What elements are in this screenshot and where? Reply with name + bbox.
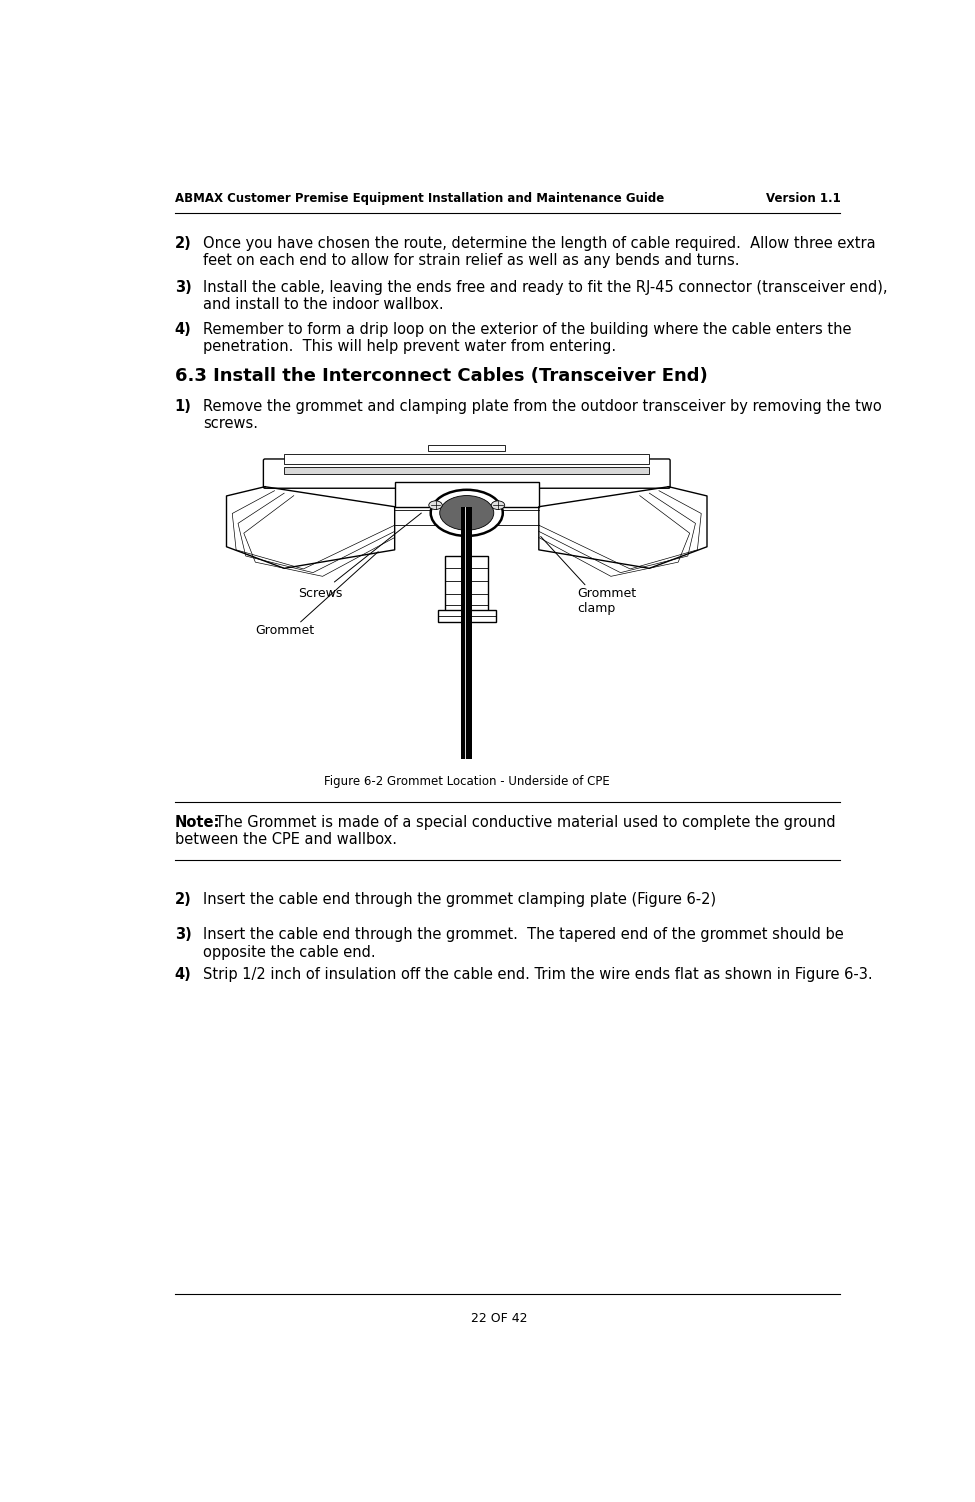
Polygon shape (539, 487, 707, 568)
Text: Once you have chosen the route, determine the length of cable required.  Allow t: Once you have chosen the route, determin… (203, 236, 876, 267)
Bar (395, 482, 539, 506)
Text: 3): 3) (175, 279, 191, 294)
Text: Insert the cable end through the grommet.  The tapered end of the grommet should: Insert the cable end through the grommet… (203, 927, 844, 960)
Text: Grommet: Grommet (255, 623, 315, 637)
Text: between the CPE and wallbox.: between the CPE and wallbox. (175, 832, 397, 847)
Text: 22 OF 42: 22 OF 42 (472, 1313, 527, 1325)
Text: 4): 4) (175, 967, 191, 982)
Text: Grommet
clamp: Grommet clamp (577, 587, 637, 614)
Text: 4): 4) (175, 321, 191, 336)
Text: Strip 1/2 inch of insulation off the cable end. Trim the wire ends flat as shown: Strip 1/2 inch of insulation off the cab… (203, 967, 873, 982)
Bar (461, 506, 472, 760)
FancyBboxPatch shape (263, 460, 670, 488)
Text: Version 1.1: Version 1.1 (765, 192, 840, 204)
Bar (446, 556, 488, 620)
Ellipse shape (431, 490, 503, 536)
Text: Install the cable, leaving the ends free and ready to fit the RJ-45 connector (t: Install the cable, leaving the ends free… (203, 279, 888, 312)
Text: 2): 2) (175, 236, 191, 251)
Bar (284, 467, 649, 475)
Text: 3): 3) (175, 927, 191, 942)
Text: 1): 1) (175, 400, 191, 415)
Text: Remember to form a drip loop on the exterior of the building where the cable ent: Remember to form a drip loop on the exte… (203, 321, 852, 354)
Bar (428, 445, 505, 451)
Bar (284, 454, 649, 464)
Ellipse shape (440, 496, 493, 530)
Text: ABMAX Customer Premise Equipment Installation and Maintenance Guide: ABMAX Customer Premise Equipment Install… (175, 192, 664, 204)
Text: Figure 6-2 Grommet Location - Underside of CPE: Figure 6-2 Grommet Location - Underside … (324, 775, 609, 787)
Polygon shape (226, 487, 395, 568)
Text: The Grommet is made of a special conductive material used to complete the ground: The Grommet is made of a special conduct… (206, 816, 836, 831)
Text: Note:: Note: (175, 816, 220, 831)
Text: Remove the grommet and clamping plate from the outdoor transceiver by removing t: Remove the grommet and clamping plate fr… (203, 400, 882, 431)
Bar (438, 610, 496, 622)
Ellipse shape (429, 500, 443, 509)
Text: Screws: Screws (298, 587, 343, 599)
Text: Insert the cable end through the grommet clamping plate (Figure 6-2): Insert the cable end through the grommet… (203, 892, 717, 907)
Text: 2): 2) (175, 892, 191, 907)
Ellipse shape (491, 500, 505, 509)
Text: 6.3 Install the Interconnect Cables (Transceiver End): 6.3 Install the Interconnect Cables (Tra… (175, 366, 707, 385)
